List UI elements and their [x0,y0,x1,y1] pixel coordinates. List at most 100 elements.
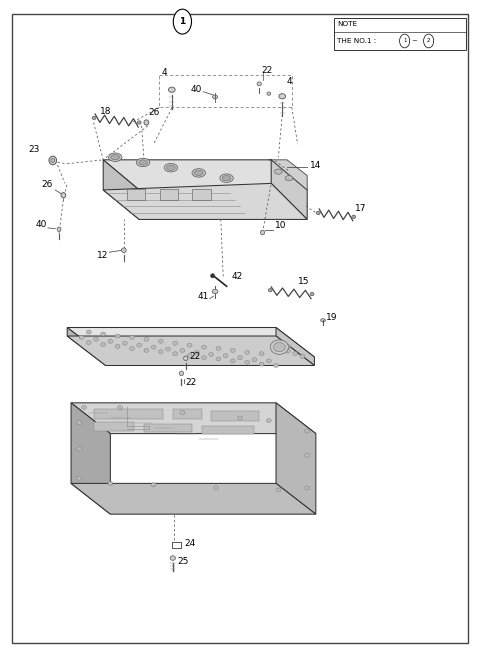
Ellipse shape [173,352,178,356]
Text: 18: 18 [100,107,111,116]
Text: 26: 26 [149,108,160,117]
Ellipse shape [276,488,281,492]
Ellipse shape [305,486,310,490]
Polygon shape [67,328,314,357]
Polygon shape [94,409,163,419]
Text: 26: 26 [41,180,53,189]
Ellipse shape [259,352,264,356]
Ellipse shape [286,349,290,353]
Ellipse shape [260,230,265,235]
Text: 4: 4 [161,67,167,77]
Ellipse shape [51,159,55,162]
Text: 42: 42 [231,272,242,281]
Ellipse shape [305,453,310,457]
Text: 22: 22 [262,66,273,75]
Ellipse shape [216,357,221,361]
Text: 40: 40 [190,84,202,94]
Ellipse shape [108,481,113,485]
Ellipse shape [187,343,192,347]
Text: 10: 10 [275,221,286,231]
Ellipse shape [118,405,122,409]
Ellipse shape [144,337,149,341]
Ellipse shape [270,340,288,354]
Ellipse shape [173,341,178,345]
Polygon shape [144,424,192,432]
Text: 17: 17 [355,204,367,213]
Ellipse shape [245,360,250,364]
Polygon shape [67,328,106,365]
Ellipse shape [310,292,314,295]
Ellipse shape [245,350,250,354]
Ellipse shape [213,95,217,99]
Ellipse shape [136,158,150,166]
Polygon shape [71,483,316,514]
Text: 2: 2 [427,39,431,43]
Text: 1: 1 [403,39,407,43]
Ellipse shape [202,345,206,349]
Text: 41: 41 [197,291,209,301]
Ellipse shape [252,358,257,362]
Ellipse shape [111,155,120,160]
Polygon shape [127,189,145,200]
Text: THE NO.1 :: THE NO.1 : [337,38,379,44]
Ellipse shape [220,174,233,183]
Ellipse shape [151,483,156,487]
Ellipse shape [101,343,106,346]
Polygon shape [94,422,134,431]
Ellipse shape [139,160,147,165]
Ellipse shape [194,170,203,176]
Text: 4: 4 [286,77,292,86]
Ellipse shape [164,164,178,172]
Ellipse shape [108,153,122,161]
Polygon shape [71,403,316,434]
Polygon shape [67,336,314,365]
Ellipse shape [268,288,272,291]
Ellipse shape [275,169,282,174]
Ellipse shape [187,354,192,358]
Ellipse shape [276,342,281,346]
Text: 14: 14 [310,160,321,170]
Ellipse shape [49,156,57,165]
Text: 24: 24 [185,539,196,548]
Ellipse shape [130,335,134,339]
Ellipse shape [274,364,278,367]
Ellipse shape [77,476,82,480]
Ellipse shape [144,348,149,352]
Ellipse shape [300,354,305,358]
Ellipse shape [158,339,163,343]
Ellipse shape [212,289,218,293]
Bar [334,18,466,50]
Ellipse shape [352,215,356,218]
Ellipse shape [259,362,264,366]
Ellipse shape [286,345,290,348]
Ellipse shape [279,94,286,99]
Ellipse shape [170,555,175,561]
Ellipse shape [77,447,82,451]
Ellipse shape [166,347,170,351]
Ellipse shape [180,371,184,376]
Ellipse shape [115,334,120,338]
Ellipse shape [57,227,61,232]
Ellipse shape [101,332,106,336]
Ellipse shape [305,429,310,433]
Ellipse shape [82,405,86,409]
Ellipse shape [202,356,206,360]
Ellipse shape [285,176,293,181]
Ellipse shape [183,356,188,360]
Ellipse shape [61,193,66,198]
Ellipse shape [168,87,175,92]
Ellipse shape [238,416,242,420]
Ellipse shape [266,359,271,363]
Text: 22: 22 [185,378,196,387]
Ellipse shape [180,411,185,415]
Polygon shape [103,160,307,190]
Ellipse shape [238,356,242,360]
Ellipse shape [137,343,142,347]
Ellipse shape [79,335,84,339]
Polygon shape [103,183,307,219]
Circle shape [173,9,192,34]
Ellipse shape [77,421,82,424]
Ellipse shape [144,120,149,125]
Ellipse shape [158,350,163,354]
Text: 19: 19 [326,312,338,322]
